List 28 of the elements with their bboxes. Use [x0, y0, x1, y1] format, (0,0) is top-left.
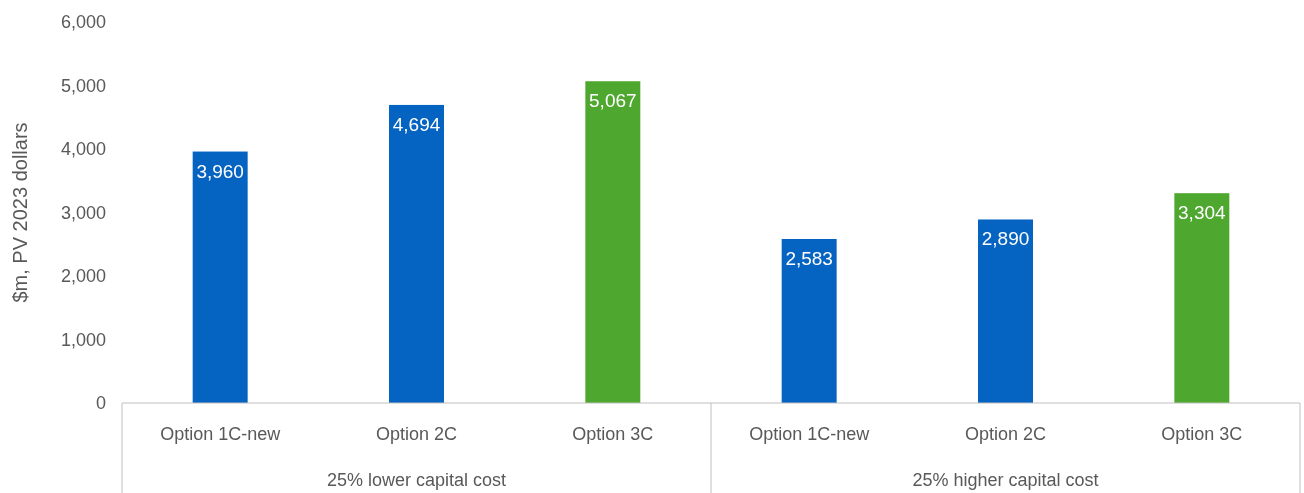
y-tick-label: 2,000: [60, 266, 106, 287]
data-label: 3,960: [196, 160, 244, 182]
x-tick-label: Option 1C-new: [160, 424, 282, 444]
x-tick-label: Option 3C: [1161, 424, 1243, 444]
bar: [389, 104, 444, 403]
text: 25% higher capital cost: [912, 470, 1099, 490]
data-label: 4,694: [392, 113, 441, 135]
data-label: 2,890: [981, 228, 1030, 250]
y-tick-label: 4,000: [60, 139, 106, 160]
bar: [781, 238, 837, 403]
text: 25% lower capital cost: [326, 470, 507, 490]
x-tick-label: Option 3C: [572, 424, 654, 444]
bar: [1174, 193, 1230, 403]
bar: [585, 81, 641, 403]
x-tick-label: Option 2C: [964, 424, 1047, 444]
bar: [978, 219, 1033, 403]
y-tick-label: 5,000: [60, 75, 106, 96]
data-label: 2,583: [785, 247, 833, 269]
y-tick-label: 6,000: [60, 12, 106, 33]
bar: [192, 151, 248, 403]
y-axis-title: $m, PV 2023 dollars: [9, 122, 32, 303]
x-tick-label: Option 1C-new: [749, 424, 871, 444]
y-tick-label: 1,000: [60, 329, 106, 350]
y-tick-label: 0: [95, 393, 106, 414]
x-tick-label: Option 2C: [375, 424, 458, 444]
data-label: 5,067: [589, 90, 637, 112]
data-label: 3,304: [1178, 202, 1227, 224]
y-tick-label: 3,000: [60, 202, 106, 223]
